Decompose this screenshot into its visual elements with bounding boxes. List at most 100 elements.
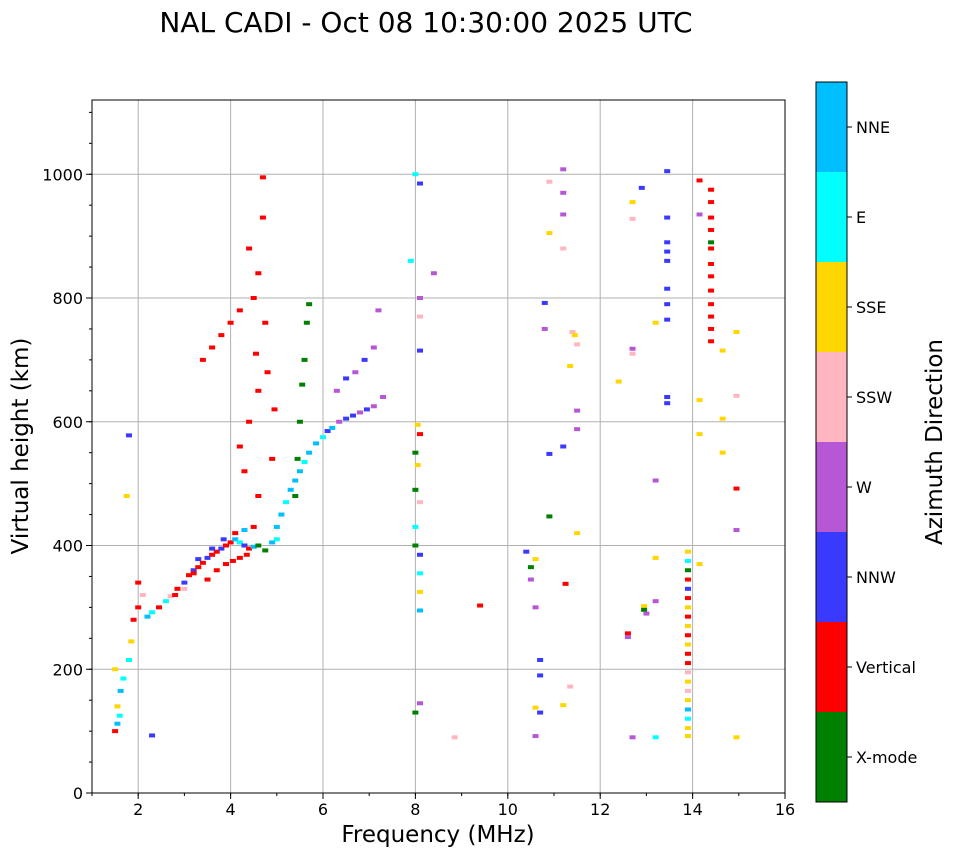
data-point xyxy=(733,735,740,740)
data-point xyxy=(255,494,262,498)
data-point xyxy=(684,614,691,619)
colorbar-segment xyxy=(816,172,847,262)
data-point xyxy=(125,433,132,438)
data-point xyxy=(222,562,229,567)
data-point xyxy=(112,729,119,734)
data-point xyxy=(130,617,137,622)
plot-area xyxy=(92,100,786,794)
data-point xyxy=(733,330,740,335)
data-point xyxy=(155,605,162,610)
data-point xyxy=(350,413,357,418)
data-point xyxy=(294,456,301,461)
data-point xyxy=(204,555,211,560)
data-point xyxy=(664,240,671,245)
colorbar-tick-label: X-mode xyxy=(856,748,917,767)
colorbar: X-mode Vertical NNW W SSW SSE E NNE xyxy=(815,81,917,803)
data-point xyxy=(546,514,553,519)
data-point xyxy=(412,524,419,529)
data-point xyxy=(271,407,278,412)
data-point xyxy=(262,548,269,553)
x-tick-label: 10 xyxy=(498,800,518,819)
data-point xyxy=(412,710,419,715)
data-point xyxy=(664,401,671,406)
data-point xyxy=(220,537,227,542)
data-point xyxy=(684,586,691,591)
data-point xyxy=(227,540,234,545)
data-point xyxy=(343,416,350,421)
data-point xyxy=(303,320,310,325)
data-point xyxy=(273,537,280,542)
data-point xyxy=(719,450,726,455)
colorbar-tick-label: NNW xyxy=(856,568,896,587)
data-point xyxy=(417,552,424,557)
data-point xyxy=(301,459,308,464)
data-point xyxy=(414,422,421,427)
data-point xyxy=(181,580,188,585)
data-point xyxy=(451,735,458,740)
data-point xyxy=(313,441,320,446)
data-point xyxy=(684,670,691,675)
data-point xyxy=(527,565,534,570)
data-point xyxy=(684,707,691,712)
data-point xyxy=(232,531,239,536)
data-point xyxy=(574,342,581,347)
data-point xyxy=(320,435,326,440)
data-point xyxy=(236,555,243,560)
data-point xyxy=(255,271,262,276)
data-point xyxy=(229,558,236,563)
data-point xyxy=(209,552,216,557)
data-point xyxy=(264,370,271,375)
x-tick-label: 14 xyxy=(682,800,702,819)
data-point xyxy=(296,469,303,474)
data-point xyxy=(708,288,715,293)
data-point xyxy=(708,261,715,266)
colorbar-segment xyxy=(816,442,847,532)
data-point xyxy=(269,540,276,545)
data-point xyxy=(567,364,574,369)
data-point xyxy=(172,593,179,597)
y-tick-label: 400 xyxy=(52,537,83,556)
data-point xyxy=(629,351,636,356)
data-point xyxy=(708,240,715,245)
data-point xyxy=(664,215,671,220)
data-point xyxy=(324,429,331,434)
data-point xyxy=(684,623,691,628)
data-point xyxy=(574,408,581,413)
data-point xyxy=(708,326,715,331)
data-point xyxy=(174,586,181,591)
data-point xyxy=(417,181,424,186)
data-point xyxy=(684,688,691,693)
data-point xyxy=(417,432,424,437)
data-point xyxy=(199,560,206,565)
data-point xyxy=(241,543,248,548)
data-point xyxy=(246,546,253,551)
data-point xyxy=(116,713,123,718)
data-point xyxy=(708,302,715,307)
data-point xyxy=(664,249,671,254)
data-point xyxy=(296,419,303,424)
data-point xyxy=(417,314,424,319)
data-point xyxy=(343,376,350,381)
data-point xyxy=(684,716,691,721)
data-point xyxy=(652,320,659,325)
y-tick-label: 1000 xyxy=(42,165,83,184)
data-point xyxy=(664,302,671,307)
data-point xyxy=(684,596,691,601)
data-point xyxy=(652,599,659,604)
data-point xyxy=(708,339,715,344)
data-point xyxy=(560,167,567,172)
data-point xyxy=(246,419,253,424)
data-point xyxy=(306,450,313,455)
chart-title: NAL CADI - Oct 08 10:30:00 2025 UTC xyxy=(159,6,692,39)
colorbar-segment xyxy=(816,532,847,622)
data-point xyxy=(222,543,229,548)
data-point xyxy=(532,734,539,739)
data-point xyxy=(560,444,567,449)
data-point xyxy=(236,308,243,313)
data-point xyxy=(532,605,539,610)
data-point xyxy=(135,605,142,610)
data-point xyxy=(273,524,280,529)
data-point xyxy=(417,296,424,300)
data-point xyxy=(135,580,142,585)
data-point xyxy=(546,231,553,236)
